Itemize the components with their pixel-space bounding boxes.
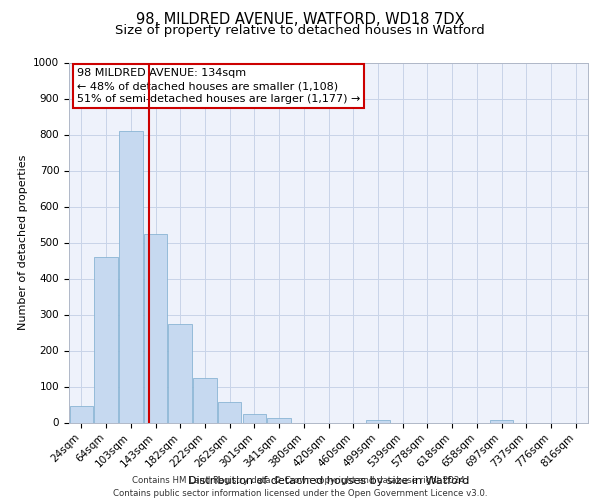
Bar — [490, 420, 513, 422]
Text: Size of property relative to detached houses in Watford: Size of property relative to detached ho… — [115, 24, 485, 37]
Text: Contains HM Land Registry data © Crown copyright and database right 2024.
Contai: Contains HM Land Registry data © Crown c… — [113, 476, 487, 498]
Y-axis label: Number of detached properties: Number of detached properties — [17, 155, 28, 330]
Bar — [119, 131, 143, 422]
Bar — [94, 257, 118, 422]
Bar — [242, 414, 266, 422]
Bar — [144, 234, 167, 422]
Bar — [70, 406, 93, 422]
X-axis label: Distribution of detached houses by size in Watford: Distribution of detached houses by size … — [188, 476, 469, 486]
Bar — [169, 324, 192, 422]
Bar — [366, 420, 389, 422]
Text: 98, MILDRED AVENUE, WATFORD, WD18 7DX: 98, MILDRED AVENUE, WATFORD, WD18 7DX — [136, 12, 464, 28]
Bar — [218, 402, 241, 422]
Bar — [268, 418, 291, 422]
Text: 98 MILDRED AVENUE: 134sqm
← 48% of detached houses are smaller (1,108)
51% of se: 98 MILDRED AVENUE: 134sqm ← 48% of detac… — [77, 68, 360, 104]
Bar — [193, 378, 217, 422]
